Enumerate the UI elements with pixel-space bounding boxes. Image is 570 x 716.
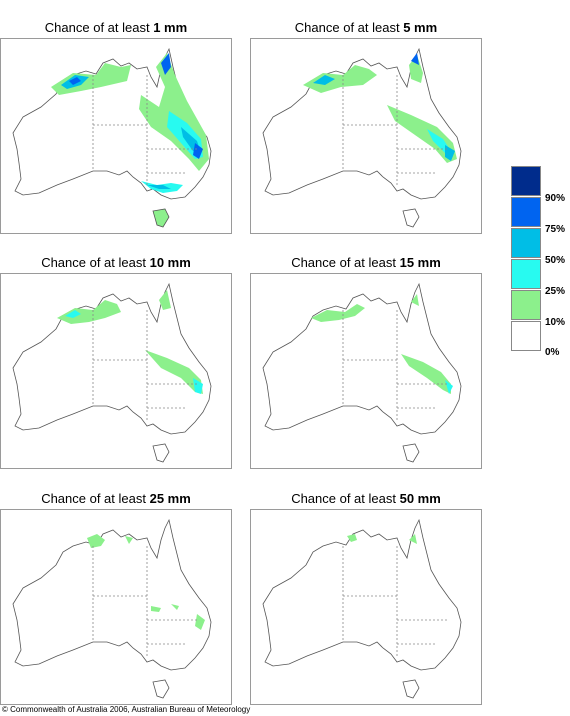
australia-map [0,38,232,234]
australia-map [250,509,482,705]
australia-map [250,38,482,234]
legend-swatch-75 [511,197,541,227]
probability-legend: 90% 75% 50% 25% 10% 0% [511,166,570,366]
legend-label-0: 0% [545,347,560,358]
map-panel-15mm: Chance of at least 15 mm [250,253,482,469]
panel-title: Chance of at least 50 mm [291,491,441,506]
legend-swatch-90 [511,166,541,196]
map-panel-1mm: Chance of at least 1 mm [0,18,232,234]
map-panel-10mm: Chance of at least 10 mm [0,253,232,469]
legend-label-50: 50% [545,255,566,266]
map-panel-25mm: Chance of at least 25 mm [0,489,232,705]
australia-map [0,509,232,705]
legend-label-10: 10% [545,317,566,328]
panel-title: Chance of at least 10 mm [41,255,191,270]
panel-title: Chance of at least 1 mm [44,20,188,35]
legend-label-75: 75% [545,224,566,235]
copyright-text: © Commonwealth of Australia 2006, Austra… [2,705,251,714]
legend-swatch-25 [511,259,541,289]
panel-title: Chance of at least 25 mm [41,491,191,506]
legend-label-25: 25% [545,286,566,297]
australia-map [250,273,482,469]
legend-swatch-50 [511,228,541,258]
map-panel-50mm: Chance of at least 50 mm [250,489,482,705]
australia-map [0,273,232,469]
legend-swatch-10 [511,290,541,320]
legend-label-90: 90% [545,193,566,204]
legend-swatch-0 [511,321,541,351]
panel-title: Chance of at least 5 mm [294,20,438,35]
map-panel-5mm: Chance of at least 5 mm [250,18,482,234]
panel-title: Chance of at least 15 mm [291,255,441,270]
